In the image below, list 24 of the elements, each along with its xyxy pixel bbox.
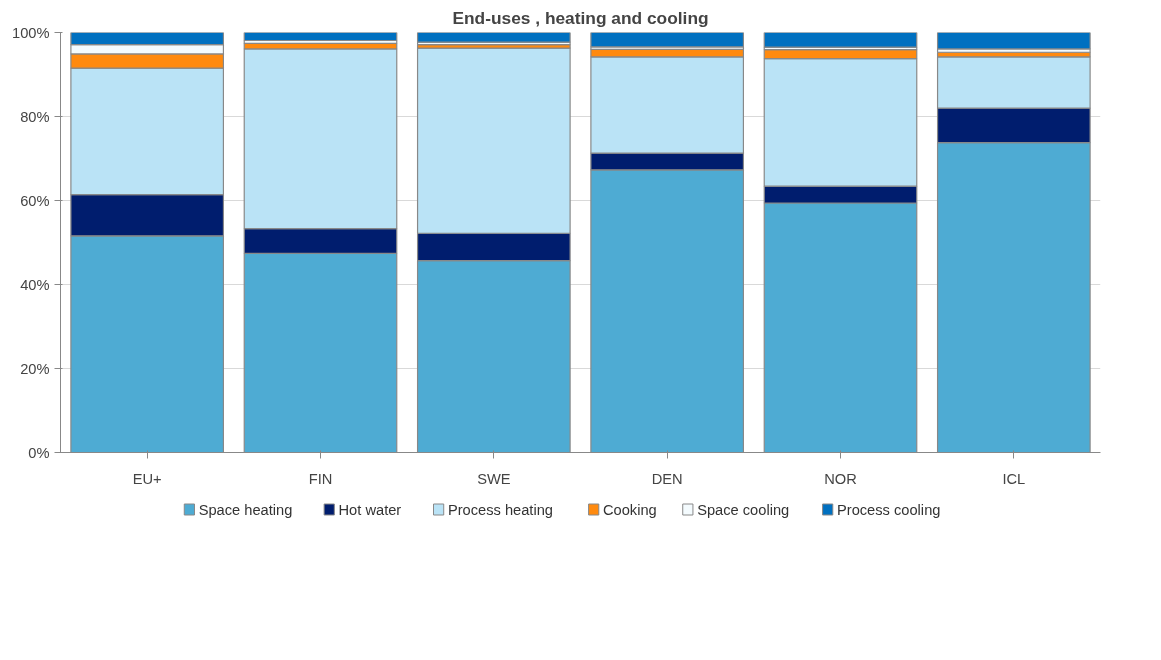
x-tick-label: NOR bbox=[824, 470, 857, 487]
x-tick-label: EU+ bbox=[132, 470, 162, 487]
x-tick-label: FIN bbox=[308, 470, 333, 487]
legend-label: Hot water bbox=[338, 501, 402, 518]
x-tick-label: SWE bbox=[477, 470, 511, 487]
bar bbox=[936, 32, 1091, 50]
x-tick-label: ICL bbox=[1002, 470, 1026, 487]
legend-label: Process heating bbox=[447, 501, 554, 518]
legend-label: Space cooling bbox=[697, 501, 790, 518]
legend-label: Cooking bbox=[602, 501, 657, 518]
y-tick-label: 0% bbox=[28, 444, 50, 461]
legend-label: Space heating bbox=[198, 501, 293, 518]
bar bbox=[763, 32, 918, 48]
bar bbox=[590, 32, 745, 48]
y-tick-label: 60% bbox=[20, 192, 50, 209]
y-tick-label: 40% bbox=[20, 276, 50, 293]
bar bbox=[243, 32, 398, 42]
x-tick-label: DEN bbox=[651, 470, 683, 487]
y-tick-label: 80% bbox=[20, 108, 50, 125]
y-tick-label: 100% bbox=[12, 24, 50, 41]
y-tick-label: 20% bbox=[20, 360, 50, 377]
chart-title: End-uses , heating and cooling bbox=[452, 7, 709, 28]
legend-label: Process cooling bbox=[836, 501, 941, 518]
bar bbox=[416, 32, 571, 43]
